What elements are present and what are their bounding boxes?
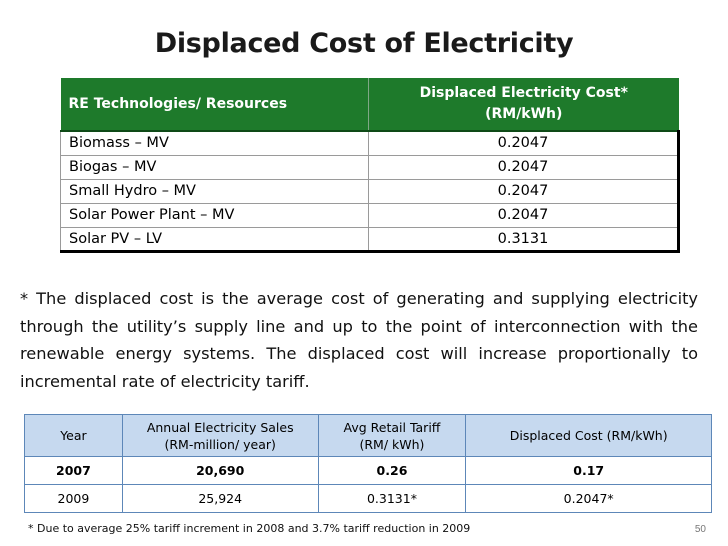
- table-row: Biomass – MV 0.2047: [60, 131, 679, 156]
- cell-avg-tariff: 0.26: [317, 456, 467, 485]
- table-row: Biogas – MV 0.2047: [60, 155, 679, 180]
- cell-avg-tariff: 0.3131*: [317, 484, 467, 513]
- cell-annual-sales: 25,924: [121, 484, 319, 513]
- header-annual-sales: Annual Electricity Sales (RM-million/ ye…: [121, 414, 319, 457]
- header-displaced-cost: Displaced Electricity Cost* (RM/kWh): [368, 78, 679, 132]
- table-row: 2009 25,924 0.3131* 0.2047*: [24, 484, 712, 513]
- slide-title: Displaced Cost of Electricity: [154, 28, 574, 59]
- table-row: Solar PV – LV 0.3131: [60, 227, 679, 253]
- cell-year: 2007: [24, 456, 123, 485]
- row-cost: 0.2047: [368, 155, 679, 180]
- row-resource: Solar PV – LV: [60, 227, 369, 253]
- table-row: 2007 20,690 0.26 0.17: [24, 456, 712, 485]
- header-displaced-cost: Displaced Cost (RM/kWh): [465, 414, 712, 457]
- row-cost: 0.2047: [368, 179, 679, 204]
- header-displaced-cost-line1: Displaced Electricity Cost*: [419, 85, 628, 101]
- row-resource: Solar Power Plant – MV: [60, 203, 369, 228]
- footnote: * Due to average 25% tariff increment in…: [28, 522, 471, 535]
- tariff-table: Year Annual Electricity Sales (RM-millio…: [24, 414, 712, 513]
- table-row: Small Hydro – MV 0.2047: [60, 179, 679, 204]
- page-number: 50: [694, 524, 706, 535]
- table-header-row: RE Technologies/ Resources Displaced Ele…: [60, 78, 679, 132]
- table-row: Solar Power Plant – MV 0.2047: [60, 203, 679, 228]
- row-cost: 0.3131: [368, 227, 679, 253]
- displaced-cost-note: * The displaced cost is the average cost…: [20, 289, 698, 391]
- header-avg-tariff-unit: (RM/ kWh): [359, 436, 425, 452]
- cell-displaced-cost: 0.17: [465, 456, 712, 485]
- cell-year: 2009: [24, 484, 123, 513]
- header-re-technologies: RE Technologies/ Resources: [60, 78, 369, 132]
- header-displaced-cost-unit: (RM/kWh): [485, 106, 563, 122]
- table-header-row: Year Annual Electricity Sales (RM-millio…: [24, 414, 712, 457]
- row-resource: Biogas – MV: [60, 155, 369, 180]
- displaced-cost-table: RE Technologies/ Resources Displaced Ele…: [60, 78, 680, 253]
- row-cost: 0.2047: [368, 203, 679, 228]
- header-year: Year: [24, 414, 123, 457]
- cell-annual-sales: 20,690: [121, 456, 319, 485]
- header-avg-tariff: Avg Retail Tariff (RM/ kWh): [317, 414, 467, 457]
- row-resource: Biomass – MV: [60, 131, 369, 156]
- row-cost: 0.2047: [368, 131, 679, 156]
- row-resource: Small Hydro – MV: [60, 179, 369, 204]
- header-avg-tariff-line1: Avg Retail Tariff: [343, 419, 441, 435]
- header-annual-sales-line1: Annual Electricity Sales: [146, 419, 294, 435]
- header-annual-sales-unit: (RM-million/ year): [164, 436, 276, 452]
- cell-displaced-cost: 0.2047*: [465, 484, 712, 513]
